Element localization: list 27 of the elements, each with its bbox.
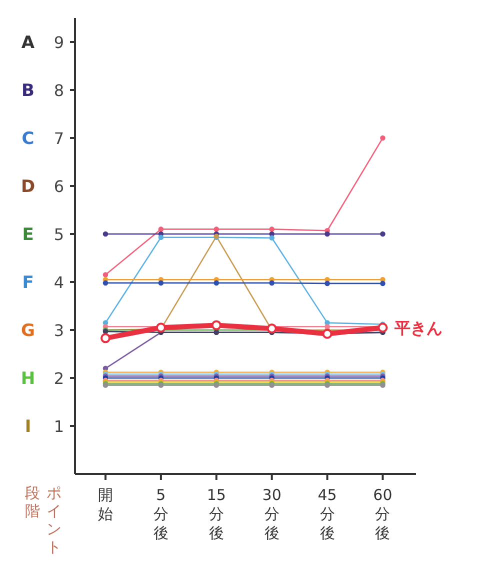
y2-axis-title: 段階 xyxy=(25,484,40,520)
y-tick-label: 8 xyxy=(54,81,64,100)
text: H xyxy=(20,369,36,389)
series-label: 平きん xyxy=(394,318,443,338)
x-tick-label: 30分後 xyxy=(262,486,282,542)
x-tick-label: 15分後 xyxy=(206,486,226,542)
y-tick-label: 2 xyxy=(54,369,64,388)
text: D xyxy=(20,177,36,197)
y-axis-title: ポイント xyxy=(46,484,62,556)
text: C xyxy=(22,129,34,149)
x-tick-label: 開始 xyxy=(98,486,113,523)
x-tick-label: 60分後 xyxy=(373,486,392,542)
x-tick-label: 45分後 xyxy=(318,486,337,542)
y-tick-label: 6 xyxy=(54,177,64,196)
y-tick-label: 3 xyxy=(54,321,64,340)
y-tick-label: 1 xyxy=(54,417,64,436)
text: E xyxy=(22,225,34,245)
y-tick-label: 9 xyxy=(54,33,64,52)
text: B xyxy=(22,81,34,101)
text: A xyxy=(21,33,36,53)
text: F xyxy=(22,273,34,293)
text: I xyxy=(24,417,32,437)
x-tick-label: 5分後 xyxy=(153,486,168,542)
y-tick-label: 5 xyxy=(54,225,64,244)
y-tick-label: 4 xyxy=(54,273,64,292)
y-tick-label: 7 xyxy=(54,129,64,148)
text: G xyxy=(21,321,35,341)
